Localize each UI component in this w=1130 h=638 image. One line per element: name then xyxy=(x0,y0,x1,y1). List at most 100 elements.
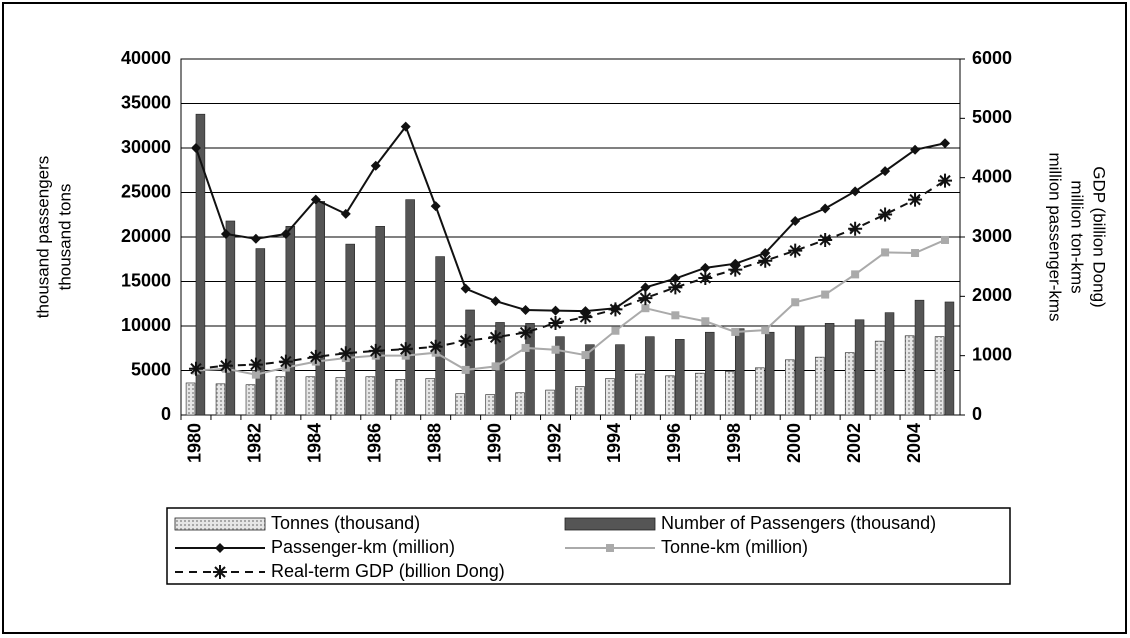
x-tick-label: 2002 xyxy=(844,423,864,463)
marker xyxy=(398,342,413,357)
bar xyxy=(575,386,585,416)
bar xyxy=(904,335,915,416)
marker xyxy=(788,243,803,258)
marker xyxy=(911,249,920,258)
marker xyxy=(521,343,530,352)
y-axis-label: thousand passengers xyxy=(33,156,52,319)
marker xyxy=(938,173,953,188)
bar xyxy=(335,377,346,416)
bar xyxy=(914,299,925,416)
y2-tick-label: 4000 xyxy=(972,166,1012,186)
bar xyxy=(215,383,226,416)
marker xyxy=(551,345,560,354)
marker xyxy=(490,296,501,307)
bar xyxy=(734,328,745,416)
bar xyxy=(794,325,805,416)
legend-marker xyxy=(606,544,614,552)
marker xyxy=(218,358,233,373)
bar xyxy=(665,375,675,416)
marker xyxy=(671,311,680,320)
bar xyxy=(305,376,316,416)
marker xyxy=(638,291,653,306)
y2-tick-label: 6000 xyxy=(972,48,1012,68)
marker xyxy=(790,215,801,226)
marker xyxy=(941,235,950,244)
marker xyxy=(251,370,260,379)
marker xyxy=(700,262,711,273)
y-tick-label: 15000 xyxy=(121,270,171,290)
x-tick-label: 2000 xyxy=(784,423,804,463)
marker xyxy=(878,207,893,222)
marker xyxy=(278,354,293,369)
marker xyxy=(668,280,683,295)
bar xyxy=(695,372,705,416)
bar xyxy=(375,226,385,416)
bar xyxy=(814,356,825,416)
bar xyxy=(345,243,355,416)
bar xyxy=(275,376,286,416)
x-tick-label: 1992 xyxy=(544,423,564,463)
bar xyxy=(405,199,415,416)
y-axis-label: thousand tons xyxy=(55,184,74,291)
legend-marker xyxy=(213,565,227,579)
marker xyxy=(641,304,650,313)
y2-tick-label: 1000 xyxy=(972,344,1012,364)
legend-marker xyxy=(215,543,225,553)
bar xyxy=(725,371,735,416)
bar xyxy=(545,389,555,416)
y2-tick-label: 3000 xyxy=(972,226,1012,246)
marker xyxy=(188,361,203,376)
bar xyxy=(515,392,525,416)
marker xyxy=(908,192,923,207)
line xyxy=(195,179,946,370)
marker xyxy=(460,283,471,294)
marker xyxy=(581,351,590,360)
legend-swatch xyxy=(564,517,656,531)
legend-label: Tonne-km (million) xyxy=(661,537,808,557)
y2-axis-label: GDP (billion Dong) xyxy=(1090,166,1109,307)
legend-label: Number of Passengers (thousand) xyxy=(661,513,936,533)
marker xyxy=(761,326,770,335)
x-tick-label: 2004 xyxy=(904,423,924,463)
bar xyxy=(824,323,835,416)
marker xyxy=(850,186,861,197)
marker xyxy=(820,203,831,214)
marker xyxy=(758,253,773,268)
marker xyxy=(818,232,833,247)
legend-swatch xyxy=(174,517,266,531)
marker xyxy=(280,229,291,240)
bar xyxy=(465,309,475,416)
marker xyxy=(550,305,561,316)
y-tick-label: 20000 xyxy=(121,226,171,246)
bar xyxy=(525,323,535,416)
marker xyxy=(370,160,381,171)
bar xyxy=(185,382,196,416)
bar xyxy=(755,367,765,416)
bar xyxy=(585,344,595,416)
bar xyxy=(195,113,206,416)
marker xyxy=(488,330,503,345)
legend-label: Real-term GDP (billion Dong) xyxy=(271,561,505,581)
bar xyxy=(854,319,865,416)
marker xyxy=(461,365,470,374)
line xyxy=(195,124,946,313)
marker xyxy=(640,282,651,293)
marker xyxy=(368,343,383,358)
marker xyxy=(701,317,710,326)
y2-tick-label: 2000 xyxy=(972,285,1012,305)
marker xyxy=(190,143,201,153)
bar xyxy=(455,393,465,416)
marker xyxy=(548,316,563,331)
y2-axis-label: million passenger-kms xyxy=(1046,152,1065,321)
marker xyxy=(910,144,921,155)
x-tick-label: 1988 xyxy=(424,423,444,463)
marker xyxy=(338,346,353,361)
x-tick-label: 1986 xyxy=(365,423,385,463)
marker xyxy=(760,248,771,259)
bar xyxy=(884,312,895,416)
y-tick-label: 30000 xyxy=(121,137,171,157)
marker xyxy=(518,325,533,340)
marker xyxy=(728,262,743,277)
bar xyxy=(675,339,685,416)
y-tick-label: 10000 xyxy=(121,315,171,335)
